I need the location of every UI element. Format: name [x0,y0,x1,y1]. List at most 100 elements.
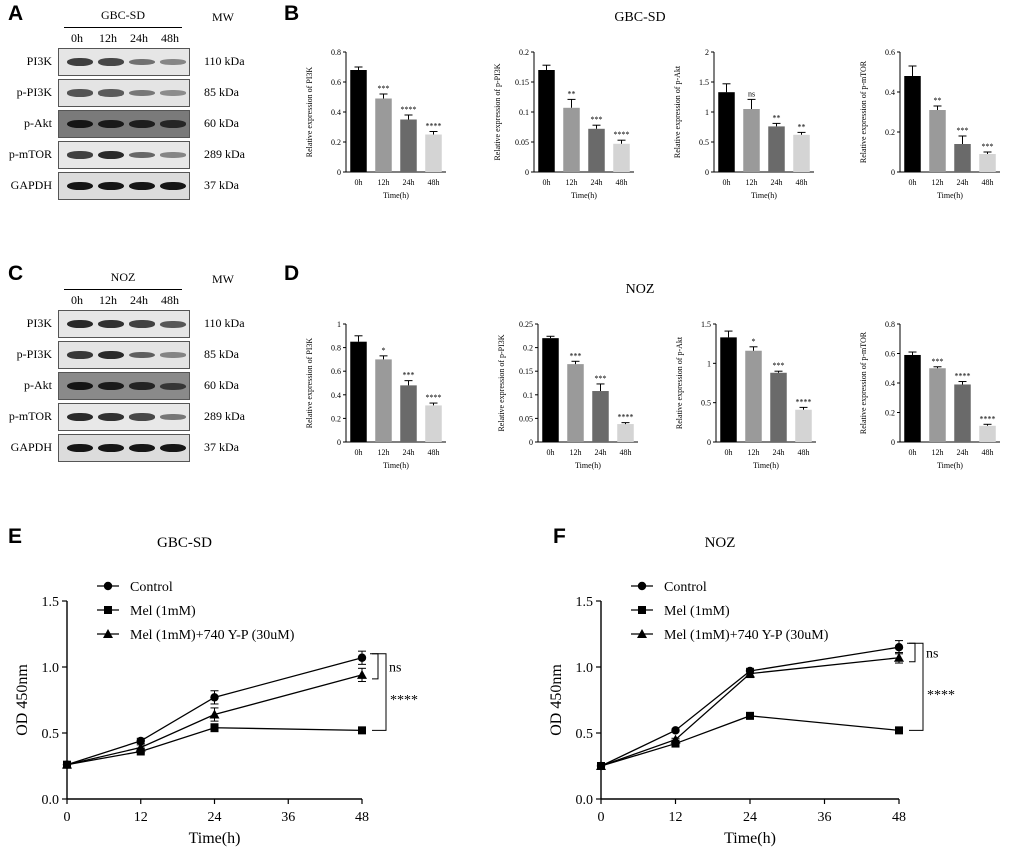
bar [350,70,367,172]
band [129,413,155,421]
bar-chart-b-pakt: 0 0.5 1 1.5 2 Relative expression of p-Akt 0h n… [673,48,814,200]
x-tick-label: 24h [957,178,969,187]
significance-bracket [370,653,387,731]
data-point [209,709,220,719]
data-point [895,726,903,735]
line-chart-f-noz: NOZ 0.0 0.5 1.0 1.5 0 12 24 36 48 Time(h) OD 450nm C… [548,535,955,847]
mw-label: 85 kDa [204,347,239,361]
y-axis-label: Relative expression of PI3K [305,67,314,158]
bar [793,134,810,172]
significance-label: **** [618,413,634,422]
lane-label: 12h [99,31,117,45]
y-tick-label: 0.2 [885,409,895,418]
protein-label: PI3K [26,316,52,330]
band [160,120,186,128]
band [67,381,93,391]
bar [768,126,785,172]
data-point [894,652,904,662]
x-tick-label: 0h [543,178,551,187]
significance-label: **** [796,397,812,406]
y-tick-label: 0.8 [885,320,895,329]
x-tick-label: 48 [892,810,906,825]
x-tick-label: 24h [771,178,783,187]
band [67,181,93,191]
y-axis-label: Relative expression of PI3K [305,338,314,429]
band [160,152,186,158]
legend-marker [637,629,647,638]
y-tick-label: 1.5 [699,78,709,87]
bar-chart-b-ppi3k: 0 0.05 0.1 0.15 0.2 Relative expression of p-… [493,48,634,200]
y-tick-label: 1.0 [42,661,60,676]
data-point [670,734,681,744]
y-tick-label: 0 [891,168,895,177]
x-tick-label: 12h [378,448,390,457]
band [160,414,186,420]
significance-label: *** [957,126,969,135]
bar [542,338,559,442]
mw-label: 110 kDa [204,54,245,68]
significance-label: ** [568,89,576,98]
bar [929,368,946,442]
y-axis-label: Relative expression of p-Akt [673,65,682,158]
y-tick-label: 0.25 [519,320,533,329]
data-point [746,711,754,720]
band [129,443,155,453]
x-tick-label: 0h [547,448,555,457]
y-tick-label: 0.5 [576,727,594,742]
bar [538,70,555,172]
x-tick-label: 24h [957,448,969,457]
x-tick-label: 36 [281,810,295,825]
significance-label: *** [982,142,994,151]
y-tick-label: 0.4 [331,391,341,400]
x-axis-label: Time(h) [383,461,409,470]
significance-label: *** [932,357,944,366]
significance-label: * [752,337,756,346]
band [67,412,93,422]
y-tick-label: 0.4 [885,88,895,97]
x-tick-label: 0 [64,810,71,825]
legend-marker [104,606,112,614]
blot-cell-line-title: GBC-SD [100,8,145,22]
x-tick-label: 48h [982,448,994,457]
data-point [894,643,904,652]
band [98,58,124,66]
x-axis-label: Time(h) [724,830,776,847]
significance-bracket [372,653,379,680]
y-tick-label: 0.2 [523,344,533,353]
bar-chart-d-pakt: 0 0.5 1 1.5 Relative expression of p-Akt 0h * 1… [675,320,816,470]
legend-label: Mel (1mM) [664,604,730,619]
significance-label: *** [591,115,603,124]
x-tick-label: 0h [909,448,917,457]
data-point [596,761,606,770]
lane-label: 12h [99,293,117,307]
legend-marker [637,581,647,591]
significance-label: *** [570,351,582,360]
protein-label: p-Akt [24,378,52,392]
y-tick-label: 0 [891,438,895,447]
y-tick-label: 0.5 [699,138,709,147]
band [160,443,186,453]
x-tick-label: 12 [134,810,148,825]
significance-label: ns [389,660,401,675]
bar-group-title-noz: NOZ [625,282,655,297]
mw-label: 60 kDa [204,116,239,130]
significance-label: **** [390,693,418,708]
band [160,352,186,358]
x-tick-label: 0h [355,448,363,457]
y-tick-label: 0.6 [885,350,895,359]
line-chart-e-gbcsd: GBC-SD 0.0 0.5 1.0 1.5 0 12 24 36 48 Time(h) OD 450… [14,535,418,847]
x-tick-label: 24h [595,448,607,457]
band [129,89,155,97]
significance-label: *** [378,84,390,93]
x-tick-label: 12h [748,448,760,457]
blot-cell-line-title: NOZ [110,270,136,284]
band [160,181,186,191]
y-axis-label: Relative expression of p-mTOR [859,331,868,434]
significance-label: ** [934,96,942,105]
bar [350,341,367,442]
mw-header: MW [212,272,234,286]
y-tick-label: 0 [707,438,711,447]
y-axis-label: Relative expression of p-PI3K [497,334,506,431]
band [98,319,124,329]
series-line [66,674,363,766]
